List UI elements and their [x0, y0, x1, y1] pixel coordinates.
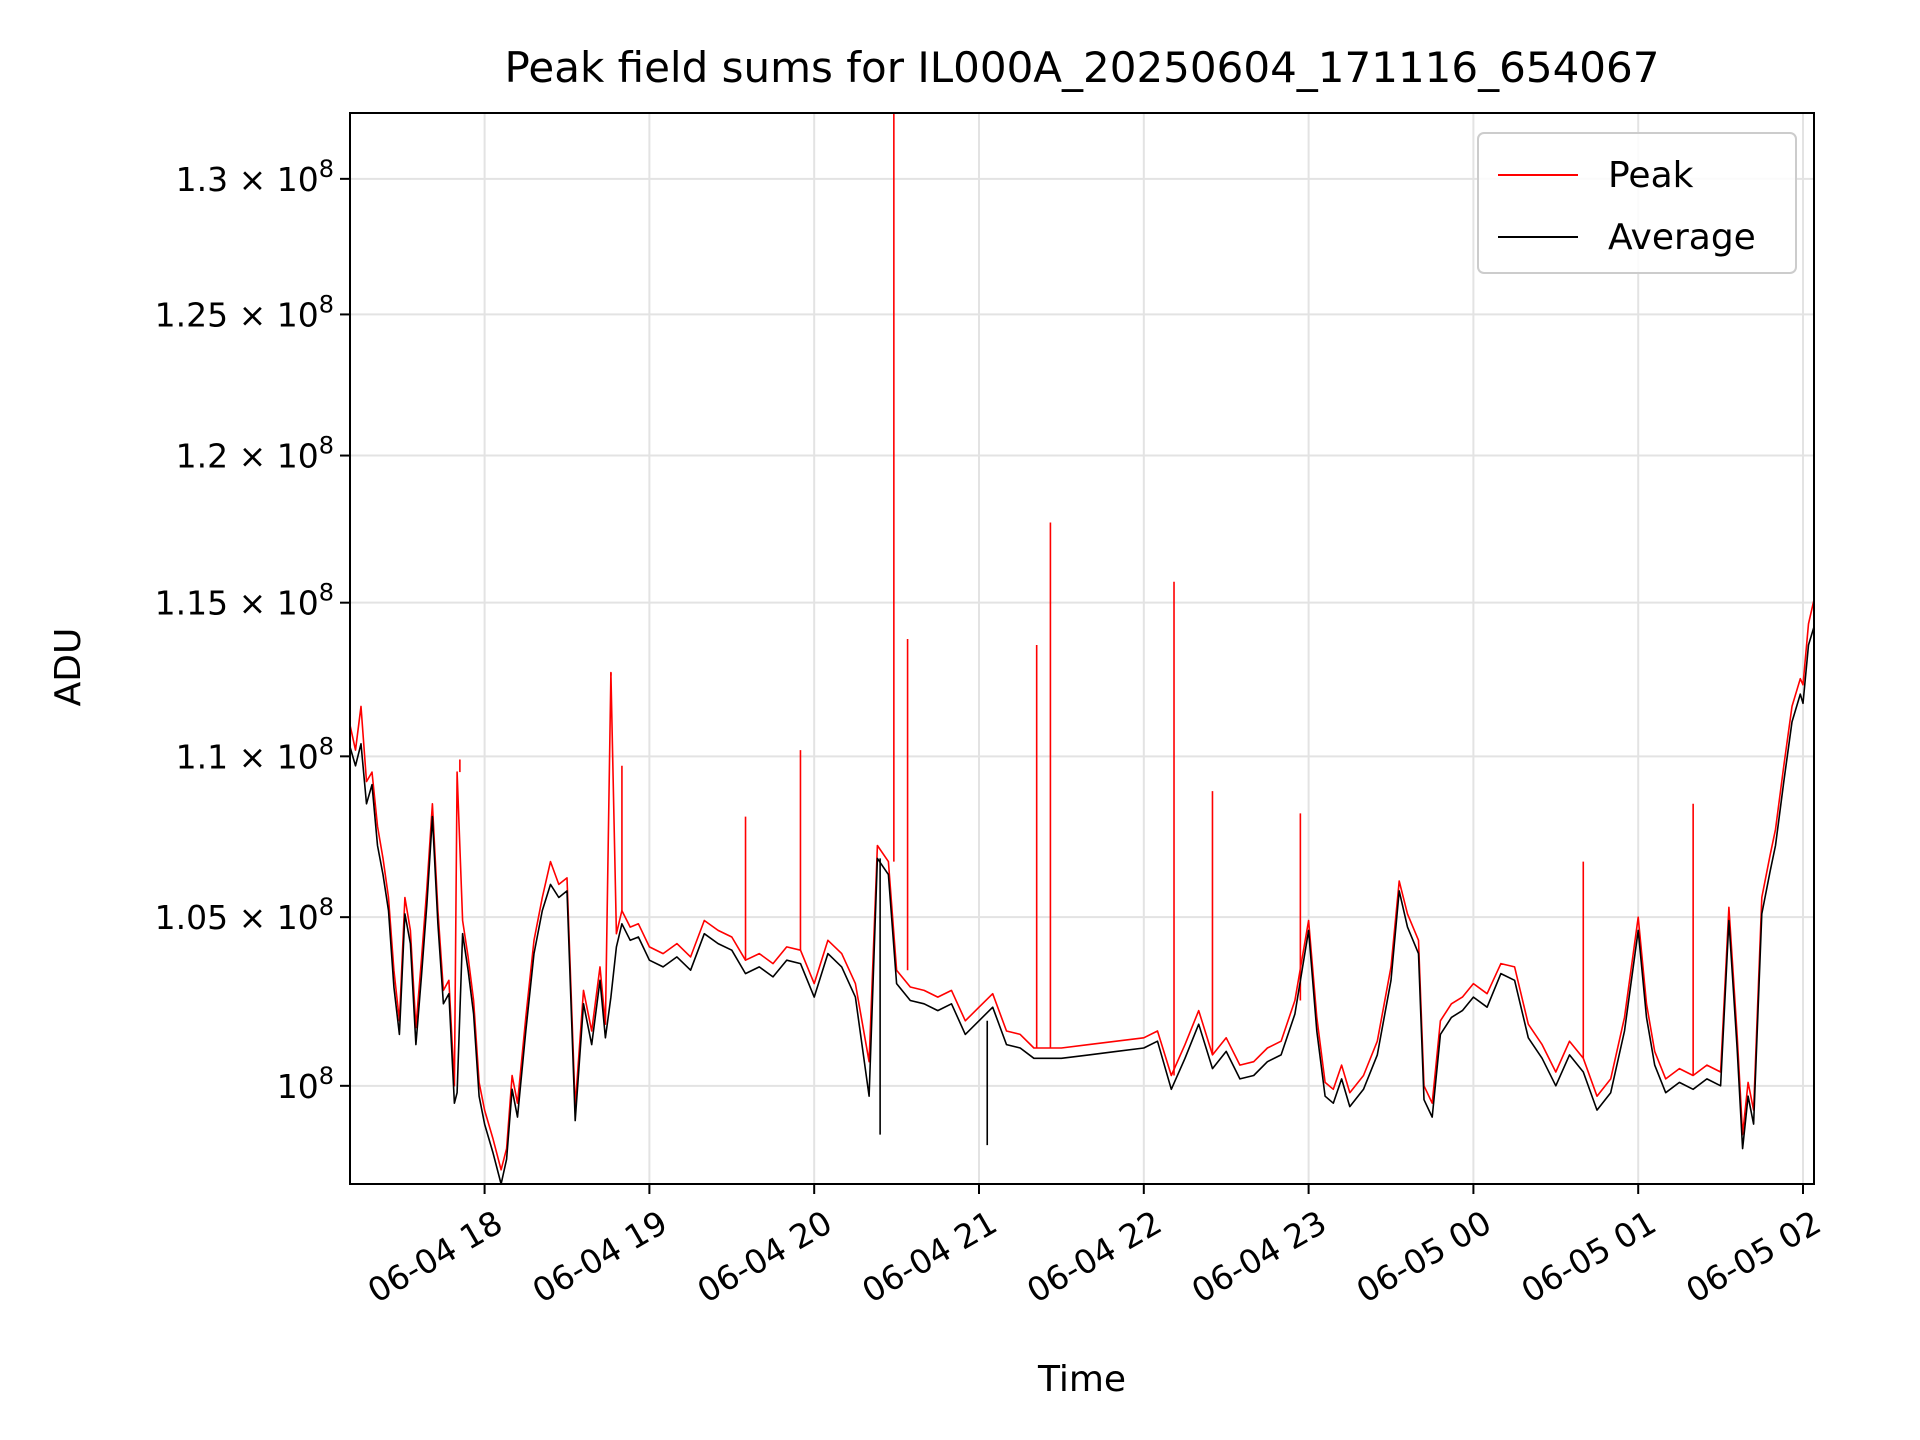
- plot-frame: [349, 112, 1815, 1185]
- y-axis: 108 1.05 × 108 1.1 × 108 1.15 × 108 1.2 × 10…: [155, 155, 350, 1106]
- y-axis-label: ADU: [48, 628, 89, 707]
- series-peak: [349, 113, 1815, 1171]
- y-tick-label: 1.1 × 108: [176, 732, 334, 776]
- y-tick-label: 1.05 × 108: [155, 893, 334, 937]
- y-tick-label: 108: [277, 1062, 334, 1106]
- x-axis-label: Time: [1037, 1359, 1126, 1400]
- y-tick-label: 1.15 × 108: [155, 579, 334, 623]
- grid: [350, 113, 1814, 1184]
- y-tick-label: 1.2 × 108: [176, 432, 334, 476]
- legend-label-peak: Peak: [1608, 155, 1694, 196]
- plot-series: [349, 113, 1815, 1185]
- series-line-peak: [349, 599, 1815, 1171]
- series-line-average: [349, 626, 1815, 1185]
- chart-title: Peak field sums for IL000A_20250604_1711…: [505, 43, 1660, 92]
- y-tick-label: 1.3 × 108: [176, 155, 334, 199]
- legend-label-average: Average: [1608, 217, 1756, 258]
- series-average: [349, 626, 1815, 1185]
- legend: Peak Average: [1477, 132, 1797, 274]
- y-tick-label: 1.25 × 108: [155, 290, 334, 334]
